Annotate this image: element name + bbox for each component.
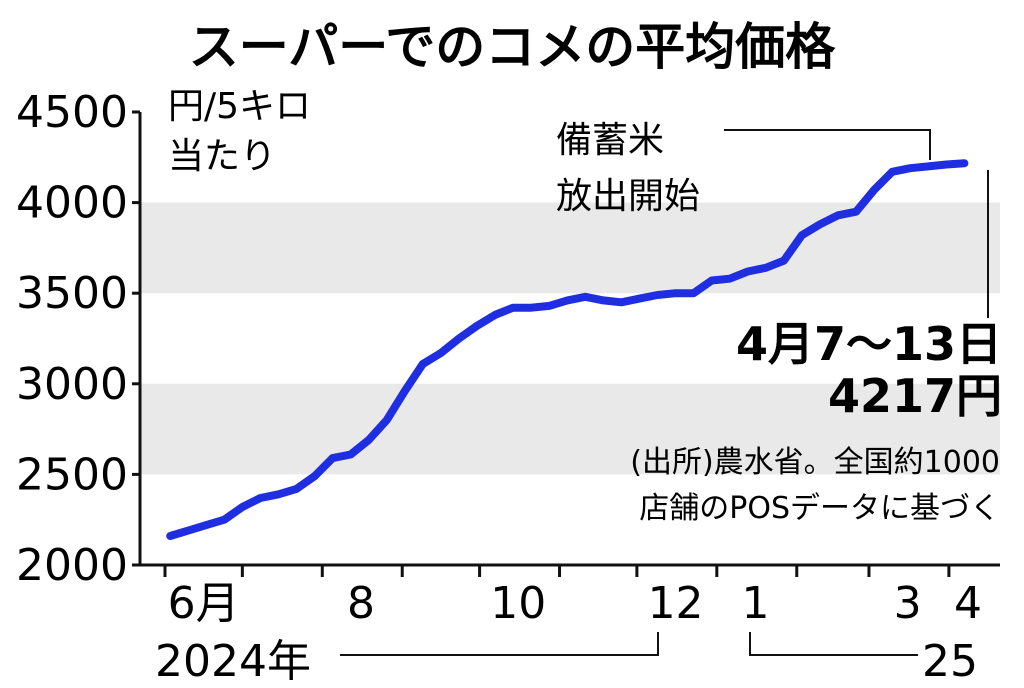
data-point [799,233,804,238]
data-point [168,534,173,539]
x-tick-label: 3 [894,578,922,629]
data-point [745,269,750,274]
x-tick-label: 4 [954,578,982,629]
x-tick-label: 6月 [168,578,240,629]
data-point [384,418,389,423]
data-point [438,350,443,355]
data-point [854,209,859,214]
source-note-line2: 店舗のPOSデータに基づく [639,491,1000,526]
source-note-line1: (出所)農水省。全国約1000 [630,445,1000,480]
y-tick-label: 2500 [16,449,128,500]
data-point [908,166,913,171]
data-point [637,296,642,301]
data-point [529,305,534,310]
data-point [312,474,317,479]
grid-band [140,202,1000,294]
year-bracket-2025 [749,632,918,656]
data-point [583,294,588,299]
data-point [511,305,516,310]
grid-band [140,383,1000,475]
data-point [727,276,732,281]
data-point [402,389,407,394]
unit-label-line2: 当たり [168,136,276,177]
data-point [962,161,967,166]
x-tick-label: 10 [490,578,546,629]
y-tick-label: 4500 [16,87,128,138]
latest-period-label: 4月7〜13日 [736,317,1002,371]
data-point [781,258,786,263]
y-tick-label: 3500 [16,268,128,319]
data-point [258,495,263,500]
data-point [222,517,227,522]
data-point [836,213,841,218]
unit-label-line1: 円/5キロ [168,86,311,127]
data-point [366,437,371,442]
data-point [709,278,714,283]
data-point [456,336,461,341]
data-point [294,486,299,491]
data-point [817,222,822,227]
data-point [475,323,480,328]
x-tick-label: 8 [347,578,375,629]
data-point [547,303,552,308]
y-tick-label: 4000 [16,178,128,229]
data-point [619,300,624,305]
data-point [872,187,877,192]
year-label-2025: 25 [922,636,978,687]
y-tick-label: 2000 [16,540,128,591]
year-bracket-2024 [340,632,659,656]
data-point [240,505,245,510]
data-point [276,492,281,497]
release-leader-line [724,129,931,160]
x-ticks: 6月 8 10 12 1 3 4 [163,565,982,629]
x-tick-label: 12 [648,578,704,629]
series-points [168,161,967,539]
data-point [691,291,696,296]
data-point [348,452,353,457]
year-label-2024: 2024年 [155,636,311,687]
data-point [944,162,949,167]
data-point [330,456,335,461]
y-tick-label: 3000 [16,359,128,410]
y-ticks: 4500 4000 3500 3000 2500 2000 [16,87,140,591]
x-tick-label: 1 [742,578,770,629]
data-point [890,169,895,174]
data-point [186,528,191,533]
data-point [565,298,570,303]
latest-value-label: 4217円 [828,369,1002,423]
data-point [420,361,425,366]
data-point [763,265,768,270]
data-point [655,293,660,298]
data-point [673,291,678,296]
chart-title: スーパーでのコメの平均価格 [189,18,836,76]
release-label-line1: 備蓄米 [556,120,664,161]
data-point [601,298,606,303]
data-point [204,523,209,528]
release-label-line2: 放出開始 [556,176,700,217]
grid-bands [140,202,1000,475]
data-point [926,164,931,169]
data-point [493,312,498,317]
